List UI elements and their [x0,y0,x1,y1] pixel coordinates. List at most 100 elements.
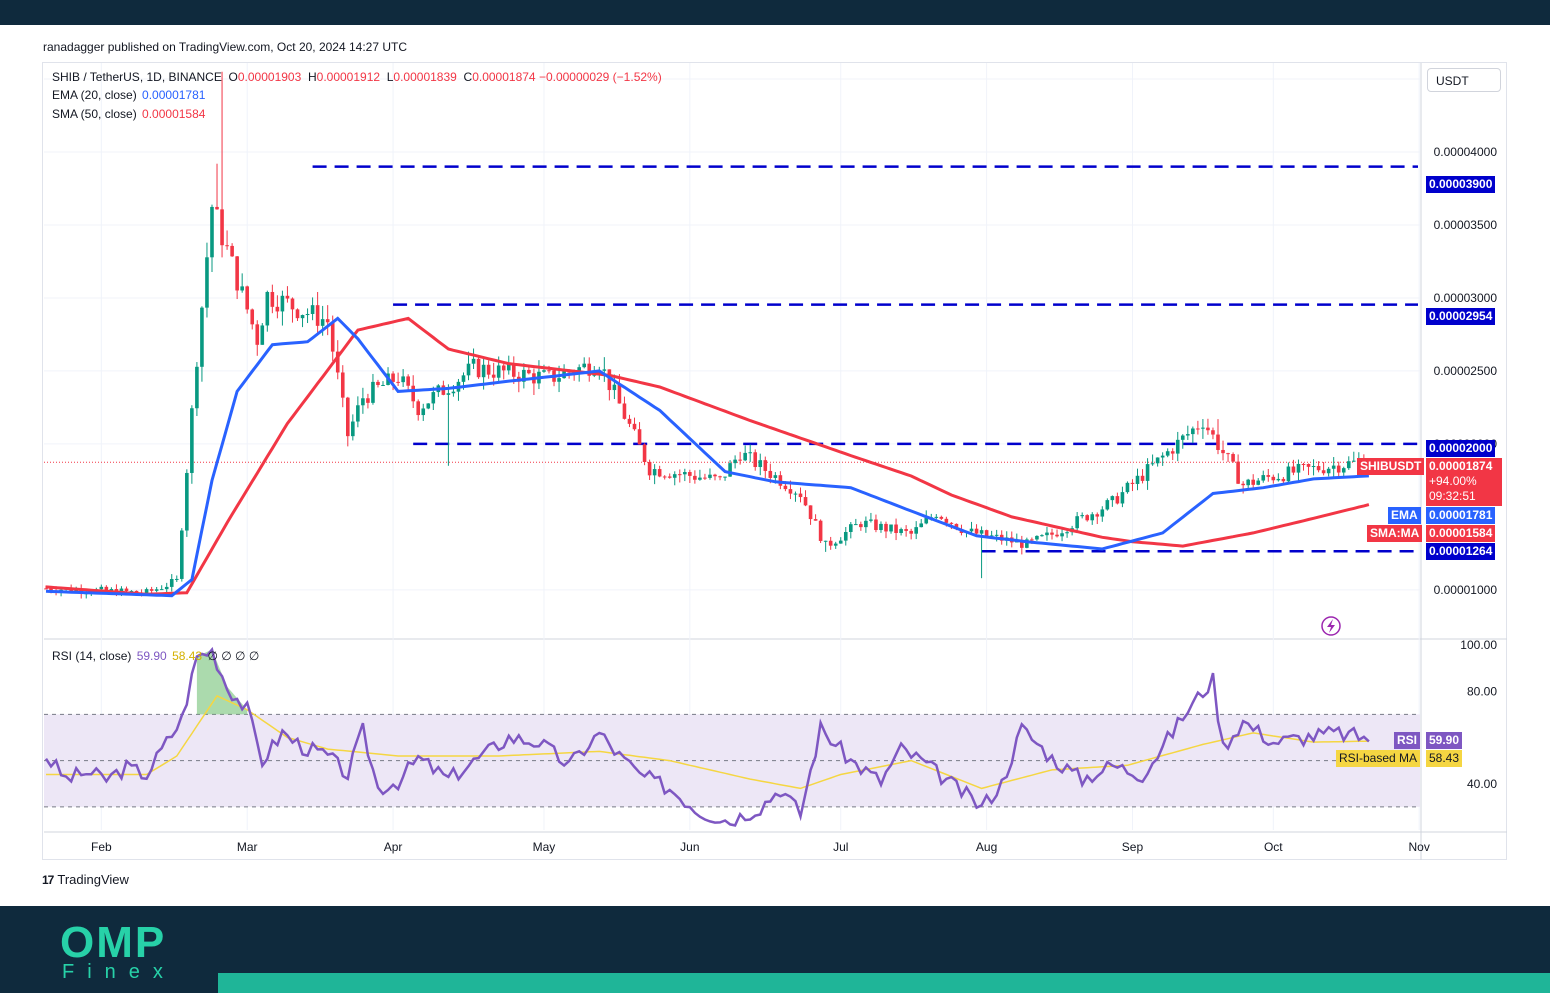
candle-body [617,384,622,404]
candle-body [808,505,813,520]
candle-body [1281,478,1286,482]
candle-body [104,586,109,591]
candle-body [879,523,883,531]
sma-legend-label: SMA (50, close) [52,107,137,121]
candle-body [1191,428,1195,435]
candle-body [1125,482,1130,493]
sma-price-tag: 0.00001584 [1426,525,1496,542]
candle-body [798,493,803,498]
candle-body [1211,430,1215,435]
rsi-tag: RSI [1394,732,1421,749]
candle-body [200,307,204,367]
candle-body [698,477,702,480]
candle-body [466,363,471,376]
candle-body [44,588,48,590]
rsi-legend[interactable]: RSI (14, close) 59.90 58.43 ∅ ∅ ∅ ∅ [52,649,259,663]
candle-body [1180,435,1185,440]
candle-body [431,392,436,404]
candle-body [1206,427,1210,431]
candle-body [657,469,662,477]
candle-body [1030,539,1034,541]
candle-body [426,403,431,409]
candle-body [869,519,873,521]
rsi-ma-legend-value: 58.43 [172,649,203,663]
candle-body [381,384,385,386]
candle-body [320,319,325,326]
ohlc-change: −0.00000029 (−1.52%) [538,70,662,84]
candle-body [371,381,375,403]
candle-body [557,378,561,382]
currency-selector[interactable]: USDT [1427,68,1501,92]
brand-logo-top: OMP [60,918,167,967]
bottom-accent-stripe [218,973,1550,993]
candle-body [250,309,255,325]
y-tick-label: 0.00002500 [1434,364,1498,378]
candle-body [190,408,194,473]
candle-body [1160,455,1165,458]
rsi-legend-value: 59.90 [136,649,167,663]
candle-body [1150,463,1155,465]
candle-body [401,376,405,383]
candle-body [411,385,415,402]
candle-body [205,257,209,308]
symbol-price-tag: SHIBUSDT [1357,458,1425,475]
candle-body [144,589,149,594]
candle-body [49,588,53,591]
sma-legend-value: 0.00001584 [142,107,206,121]
candle-body [904,529,908,531]
candle-body [1261,475,1266,481]
candle-body [174,578,179,580]
candle-body [677,474,682,476]
ema20-line [45,316,1369,598]
candle-body [607,369,612,391]
candle-body [924,517,929,524]
tradingview-footer[interactable]: 17 TradingView [42,872,129,887]
candle-body [587,363,592,376]
candle-body [1145,464,1150,481]
symbol-legend: SHIB / TetherUS, 1D, BINANCE O0.00001903… [52,70,662,84]
last-price-value: 0.00001874 [1429,459,1493,473]
tradingview-logo-icon: 17 [42,872,54,887]
candle-body [280,295,285,312]
x-tick-label: Aug [976,840,997,854]
candle-body [843,531,848,541]
candle-body [129,590,134,592]
candle-body [109,589,114,591]
lightning-bolt-icon [1327,619,1335,633]
candle-body [1050,532,1054,535]
candle-body [361,398,365,406]
ema-legend[interactable]: EMA (20, close) 0.00001781 [52,88,205,102]
candle-body [542,370,546,372]
candle-body [1055,534,1059,537]
candle-body [511,363,516,377]
candle-body [315,305,320,326]
candle-body [773,475,778,478]
x-tick-label: Oct [1264,840,1283,854]
candle-body [476,358,481,378]
level-tag-2954: 0.00002954 [1426,308,1496,325]
candle-body [522,369,526,382]
candle-body [1090,514,1095,521]
rsi-ma-tag: RSI-based MA [1336,750,1421,767]
rsi-value-tag: 59.90 [1426,732,1463,749]
candle-body [833,543,838,546]
top-band [0,0,1550,25]
candle-body [1035,535,1039,540]
candle-body [642,444,647,463]
candle-body [1236,461,1240,484]
candle-body [325,319,330,323]
level-tag-2000: 0.00002000 [1426,440,1496,457]
candle-body [1045,532,1049,536]
candle-body [708,474,712,478]
x-tick-label: Feb [91,840,112,854]
candle-body [849,524,853,532]
candle-body [451,391,456,394]
ema-price-tag: 0.00001781 [1426,507,1496,524]
candle-body [305,313,310,316]
candle-body [310,305,315,314]
rsi-ma-line [46,694,1369,790]
rsi-line [44,646,1370,827]
sma-legend[interactable]: SMA (50, close) 0.00001584 [52,107,205,121]
candle-body [1256,480,1261,485]
